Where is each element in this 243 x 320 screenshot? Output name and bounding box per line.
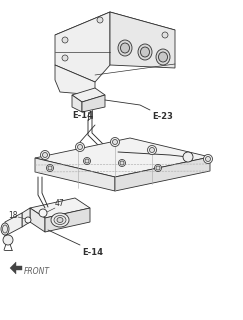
Text: E-23: E-23 <box>152 112 173 121</box>
Circle shape <box>25 217 31 223</box>
Circle shape <box>183 152 193 162</box>
Ellipse shape <box>121 43 130 53</box>
Polygon shape <box>72 88 105 102</box>
Circle shape <box>78 145 83 149</box>
Circle shape <box>156 166 160 170</box>
Circle shape <box>48 166 52 170</box>
Ellipse shape <box>156 49 170 65</box>
Polygon shape <box>30 198 90 218</box>
Polygon shape <box>22 208 30 227</box>
Circle shape <box>185 155 191 159</box>
Circle shape <box>120 161 124 165</box>
Circle shape <box>76 142 85 151</box>
Ellipse shape <box>51 213 69 227</box>
Polygon shape <box>5 213 22 236</box>
Text: E-14: E-14 <box>82 248 103 257</box>
Circle shape <box>149 148 155 153</box>
Circle shape <box>46 164 53 172</box>
Circle shape <box>62 37 68 43</box>
Ellipse shape <box>2 225 8 233</box>
Polygon shape <box>35 158 115 191</box>
Circle shape <box>62 55 68 61</box>
Ellipse shape <box>57 218 63 222</box>
Polygon shape <box>10 262 22 274</box>
Circle shape <box>113 140 118 145</box>
Text: FRONT: FRONT <box>24 267 50 276</box>
Polygon shape <box>55 12 110 82</box>
Polygon shape <box>115 157 210 191</box>
Ellipse shape <box>158 52 167 62</box>
Circle shape <box>111 138 120 147</box>
Polygon shape <box>55 12 175 52</box>
Circle shape <box>155 164 162 172</box>
Text: E-14: E-14 <box>72 111 93 120</box>
Polygon shape <box>82 95 105 112</box>
Polygon shape <box>110 12 175 68</box>
Ellipse shape <box>54 215 66 225</box>
Circle shape <box>41 150 50 159</box>
Text: 18: 18 <box>9 211 18 220</box>
Polygon shape <box>30 208 45 232</box>
Circle shape <box>148 146 156 155</box>
Ellipse shape <box>1 223 9 235</box>
Polygon shape <box>35 138 210 177</box>
Circle shape <box>39 209 47 217</box>
Text: 47: 47 <box>55 199 65 208</box>
Circle shape <box>119 159 125 166</box>
Ellipse shape <box>140 47 149 57</box>
Circle shape <box>162 32 168 38</box>
Polygon shape <box>55 65 95 95</box>
Circle shape <box>97 17 103 23</box>
Circle shape <box>3 235 13 245</box>
Ellipse shape <box>138 44 152 60</box>
Circle shape <box>84 157 90 164</box>
Circle shape <box>85 159 89 163</box>
Circle shape <box>183 153 192 162</box>
Circle shape <box>206 156 210 162</box>
Circle shape <box>203 155 212 164</box>
Polygon shape <box>72 95 82 112</box>
Circle shape <box>43 153 47 157</box>
Ellipse shape <box>118 40 132 56</box>
Polygon shape <box>45 208 90 232</box>
